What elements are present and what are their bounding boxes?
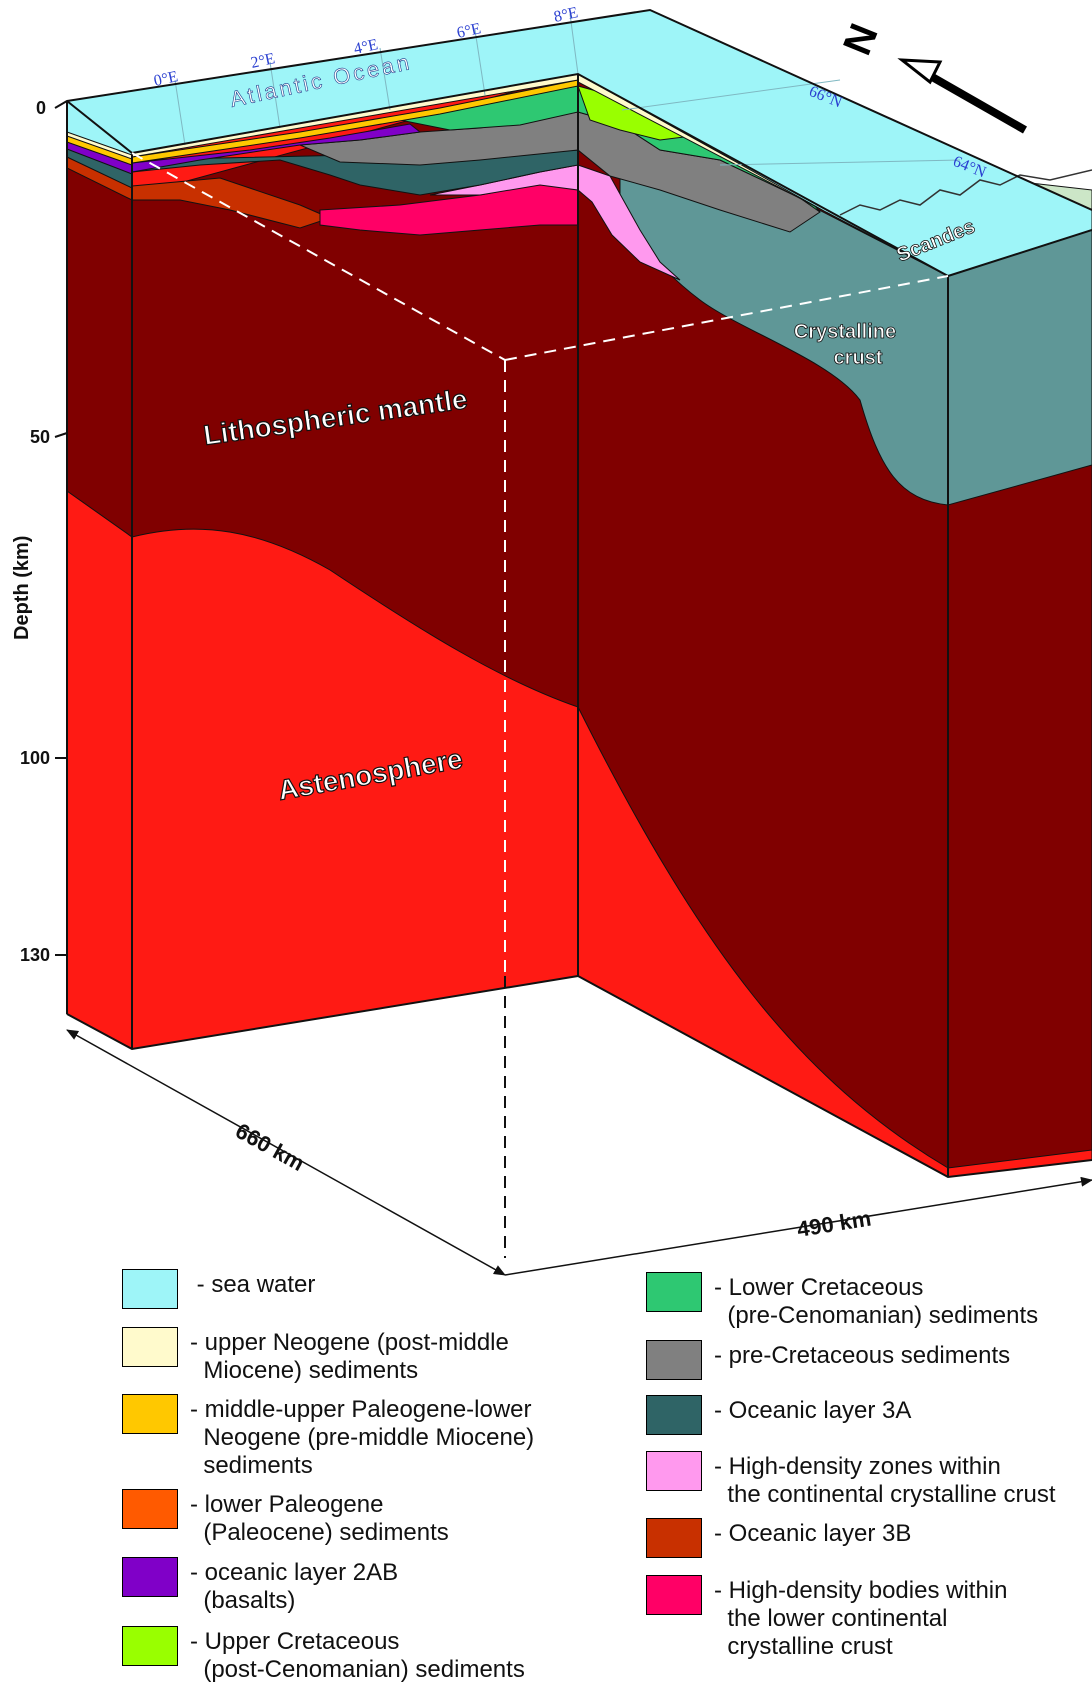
lon-label: 0°E: [152, 68, 179, 90]
legend-swatch: [646, 1395, 702, 1435]
coastline: [839, 169, 1092, 216]
legend-swatch: [122, 1394, 178, 1434]
legend-swatch: [646, 1575, 702, 1615]
front-mantle: [131, 73, 579, 708]
lon-label: 4°E: [352, 36, 379, 58]
crystalline-label-line1: Crystalline: [794, 321, 896, 343]
depth-tick-label: 0: [36, 98, 46, 118]
legend-swatch: [122, 1327, 178, 1367]
front-layer-3b: [131, 177, 332, 229]
legend-label: - upper Neogene (post-middle Miocene) se…: [190, 1329, 509, 1384]
front-face: [131, 73, 579, 1050]
legend-label: - Oceanic layer 3B: [714, 1520, 912, 1547]
right-hd-zones: [577, 164, 681, 281]
lon-label: 2°E: [249, 50, 276, 72]
depth-axis: Depth (km) 0 50 100 130: [11, 98, 68, 965]
legend-swatch: [122, 1489, 178, 1529]
legend-label: - sea water: [190, 1271, 316, 1298]
right-end-crystalline: [947, 229, 1092, 506]
legend-swatch: [646, 1451, 702, 1491]
legend-label: - oceanic layer 2AB (basalts): [190, 1559, 399, 1614]
lon-label: 6°E: [455, 20, 482, 42]
legend-swatch: [646, 1272, 702, 1312]
legend-label: - middle-upper Paleogene-lower Neogene (…: [190, 1396, 535, 1479]
legend-swatch: [122, 1557, 178, 1597]
legend-label: - lower Paleogene (Paleocene) sediments: [190, 1491, 449, 1546]
crystalline-label-line2: crust: [834, 347, 883, 369]
left-mantle: [66, 159, 133, 538]
legend-swatch: [122, 1269, 178, 1309]
dimension-lines: [66, 1029, 1092, 1276]
dimension-left-label: 660 km: [231, 1118, 308, 1176]
left-face: [66, 99, 133, 1050]
crystalline-label: Crystalline crust: [793, 321, 896, 370]
dimension-right-label: 490 km: [795, 1206, 873, 1242]
front-layer-2ab: [131, 123, 422, 173]
graticule: [174, 13, 961, 166]
longitude-labels: 0°E 2°E 4°E 6°E 8°E 66°N 64°N: [152, 4, 988, 181]
legend-swatch: [122, 1626, 178, 1666]
front-hd-bodies: [319, 179, 579, 236]
legend-label: - pre-Cretaceous sediments: [714, 1342, 1011, 1369]
depth-axis-title: Depth (km): [11, 536, 33, 640]
depth-tick-label: 130: [20, 945, 50, 965]
depth-tick-label: 50: [30, 427, 50, 447]
legend-label: - Oceanic layer 3A: [714, 1397, 912, 1424]
north-label: N: [834, 17, 886, 60]
hidden-edges: [131, 152, 949, 976]
legend-swatch: [646, 1518, 702, 1558]
legend-label: - Upper Cretaceous (post-Cenomanian) sed…: [190, 1628, 525, 1683]
legend-label: - Lower Cretaceous (pre-Cenomanian) sedi…: [714, 1274, 1039, 1329]
legend-swatch: [646, 1340, 702, 1380]
legend-label: - High-density bodies within the lower c…: [714, 1577, 1008, 1660]
lon-label: 8°E: [552, 4, 579, 26]
legend-label: - High-density zones within the continen…: [714, 1453, 1056, 1508]
depth-tick-label: 100: [20, 748, 50, 768]
